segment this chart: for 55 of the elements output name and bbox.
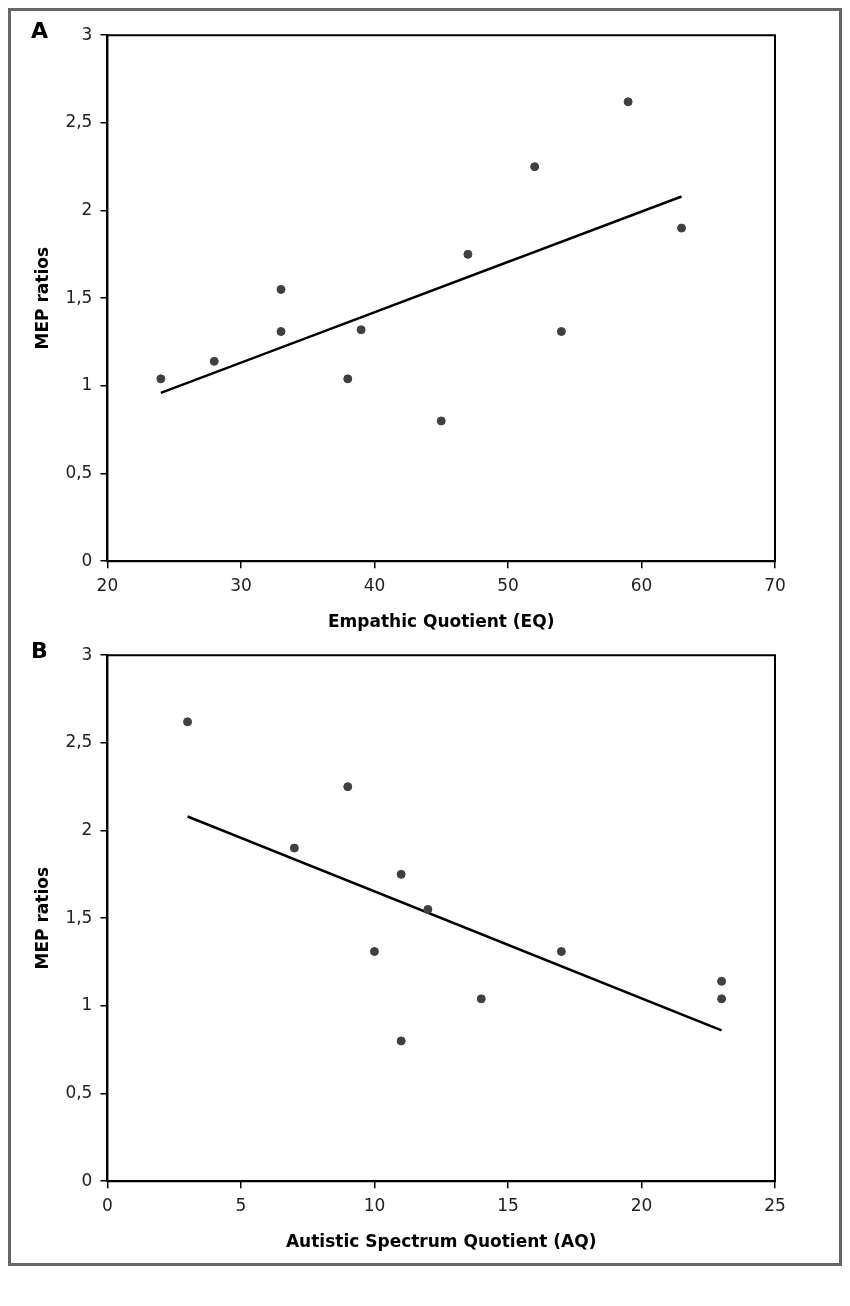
y-tick-label: 1 [81, 374, 93, 395]
y-tick-label: 0,5 [65, 1081, 93, 1102]
x-tick-label: 60 [630, 574, 653, 595]
point [436, 416, 446, 426]
y-tick-label: 2 [81, 198, 93, 219]
y-tick-label: 1,5 [65, 906, 93, 927]
y-tick-label: 2,5 [65, 111, 93, 132]
y-tick-label: 2,5 [65, 731, 93, 752]
point [183, 717, 193, 727]
x-tick-label: 10 [363, 1194, 386, 1215]
y-tick-label: 0 [81, 549, 93, 570]
x-tick-label: 15 [497, 1194, 519, 1215]
point [423, 904, 433, 914]
point [623, 97, 633, 107]
y-tick-label: 2 [81, 818, 93, 839]
point [369, 947, 379, 957]
chart-title: A [31, 17, 49, 43]
x-tick-label: 5 [235, 1194, 247, 1215]
y-tick-label: 1,5 [65, 286, 93, 307]
point [343, 782, 353, 792]
point [717, 994, 727, 1004]
point [463, 249, 473, 259]
y-tick-label: 0 [81, 1169, 93, 1190]
y-axis-title: MEP ratios [31, 866, 52, 970]
x-tick-label: 20 [630, 1194, 653, 1215]
point [556, 947, 566, 957]
x-tick-label: 30 [230, 574, 252, 595]
y-tick-label: 3 [81, 643, 93, 664]
chart-title: B [31, 637, 48, 663]
x-axis-title: Autistic Spectrum Quotient (AQ) [285, 1231, 597, 1252]
x-axis-title: Empathic Quotient (EQ) [327, 611, 555, 632]
point [156, 374, 166, 384]
y-axis-title: MEP ratios [31, 246, 52, 350]
point [276, 284, 286, 294]
point [476, 994, 486, 1004]
x-tick-label: 70 [764, 574, 786, 595]
x-tick-label: 50 [497, 574, 519, 595]
point [276, 327, 286, 337]
x-tick-label: 20 [96, 574, 119, 595]
y-tick-label: 3 [81, 23, 93, 44]
x-tick-label: 0 [102, 1194, 113, 1215]
point [356, 325, 366, 335]
point [556, 327, 566, 337]
x-tick-label: 25 [764, 1194, 786, 1215]
point [717, 976, 727, 986]
point [343, 374, 353, 384]
point [289, 843, 299, 853]
x-tick-label: 40 [363, 574, 386, 595]
y-tick-label: 0,5 [65, 461, 93, 482]
point [530, 162, 540, 172]
point [396, 869, 406, 879]
point [209, 356, 219, 366]
y-tick-label: 1 [81, 994, 93, 1015]
point [396, 1036, 406, 1046]
point [677, 223, 687, 233]
